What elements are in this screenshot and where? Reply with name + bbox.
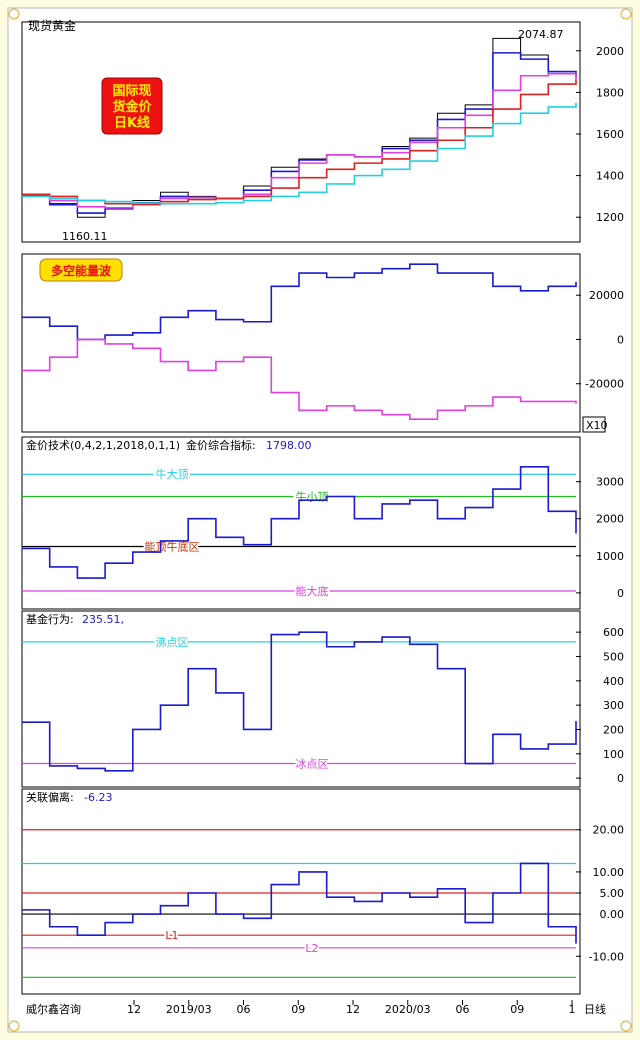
x-tick-label: 2020/03 — [385, 1003, 431, 1016]
badge-line-3: 日K线 — [114, 115, 150, 131]
reference-label: L2 — [305, 942, 318, 955]
fund-panel — [21, 610, 581, 788]
fund-title: 基金行为: — [26, 612, 74, 626]
series-indicator — [22, 862, 577, 944]
deviation-title: 关联偏离: — [26, 790, 74, 804]
y-tick-label: 1800 — [596, 86, 624, 99]
y-tick-label: 300 — [603, 699, 624, 712]
technical-title: 金价技术(0,4,2,1,2018,0,1,1) — [26, 438, 180, 452]
high-annotation: 2074.87 — [518, 28, 564, 41]
y-tick-label: 400 — [603, 675, 624, 688]
x-tick-label: 09 — [510, 1003, 524, 1016]
unit-box — [582, 416, 606, 433]
series-ma-long — [22, 79, 577, 206]
y-tick-label: 0 — [617, 587, 624, 600]
y-tick-label: 0.00 — [600, 908, 625, 921]
y-tick-label: 600 — [603, 626, 624, 639]
low-annotation: 1160.11 — [62, 230, 108, 243]
series-ma-xlong — [22, 102, 577, 205]
series-indicator — [22, 631, 577, 772]
series-indicator — [22, 466, 577, 579]
y-tick-label: 100 — [603, 748, 624, 761]
y-tick-label: 0 — [617, 772, 624, 785]
corner-ornament-tr — [620, 8, 632, 20]
footer-source: 威尔鑫咨询 — [26, 1002, 81, 1016]
reference-label: 冰点区 — [296, 758, 329, 771]
frame-border — [7, 7, 633, 1033]
y-tick-label: 2000 — [596, 513, 624, 526]
x-tick-label: 06 — [237, 1003, 251, 1016]
reference-label: 能大底 — [296, 584, 329, 598]
price-plot: 1200 1400 1600 1800 2000 — [22, 37, 624, 224]
y-tick-label: 0 — [617, 333, 624, 346]
y-tick-label: 1400 — [596, 170, 624, 183]
energy-title: 多空能量波 — [51, 263, 112, 278]
technical-indicator-label: 金价综合指标: — [186, 438, 256, 452]
reference-label: 牛大顶 — [156, 467, 189, 481]
unit-label: X10 — [586, 419, 608, 432]
series-long — [22, 263, 577, 341]
y-tick-label: -10.00 — [589, 950, 624, 963]
x-tick-label: 2019/03 — [166, 1003, 212, 1016]
corner-ornament-br — [620, 1020, 632, 1032]
price-title: 现货黄金 — [28, 18, 76, 33]
x-tick-label: 09 — [291, 1003, 305, 1016]
energy-badge: 多空能量波 — [39, 258, 123, 282]
y-tick-label: 1200 — [596, 211, 624, 224]
deviation-panel — [21, 788, 581, 995]
series-short — [22, 338, 577, 420]
y-tick-label: 1000 — [596, 550, 624, 563]
badge-line-1: 国际现 — [112, 84, 151, 99]
y-tick-label: 20.00 — [593, 824, 625, 837]
reference-label: 能顶牛底区 — [145, 540, 200, 554]
reference-label: 牛小顶 — [296, 489, 329, 503]
technical-panel — [21, 436, 581, 610]
y-tick-label: 500 — [603, 650, 624, 663]
deviation-indicator-value: -6.23 — [84, 791, 112, 804]
y-tick-label: 5.00 — [600, 887, 625, 900]
y-tick-label: 10.00 — [593, 866, 625, 879]
x-tick-label: 12 — [346, 1003, 360, 1016]
corner-ornament-bl — [8, 1020, 20, 1032]
y-tick-label: 3000 — [596, 476, 624, 489]
x-tick-label: 06 — [456, 1003, 470, 1016]
y-tick-label: -20000 — [585, 378, 624, 391]
x-tick-label: 12 — [127, 1003, 141, 1016]
price-badge: 国际现 货金价 日K线 — [101, 77, 163, 135]
energy-panel — [21, 253, 581, 433]
x-axis: 12 2019/03 06 09 12 2020/03 06 09 1 — [127, 1000, 576, 1016]
energy-wave-plot: 20000 0 -20000 — [22, 263, 624, 420]
y-tick-label: 20000 — [589, 289, 624, 302]
technical-indicator-value: 1798.00 — [266, 439, 312, 452]
corner-ornament-tl — [8, 8, 20, 20]
series-ma-mid — [22, 72, 577, 209]
y-tick-label: 2000 — [596, 45, 624, 58]
footer-period: 日线 — [584, 1002, 606, 1016]
badge-line-2: 货金价 — [112, 99, 152, 115]
y-tick-label: 200 — [603, 723, 624, 736]
price-panel — [21, 21, 581, 243]
plot-layer: 12001400160018002000200000-20000牛大顶牛小顶能顶… — [22, 37, 624, 978]
fund-indicator-value: 235.51, — [82, 613, 124, 626]
y-tick-label: 1600 — [596, 128, 624, 141]
correlation-deviation-plot: L1 L2 20.00 10.00 5.00 0.00 -10.00 — [22, 824, 624, 978]
reference-label: L1 — [165, 929, 178, 942]
reference-label: 沸点区 — [156, 636, 189, 649]
x-tick-label: 1 — [569, 1003, 576, 1016]
